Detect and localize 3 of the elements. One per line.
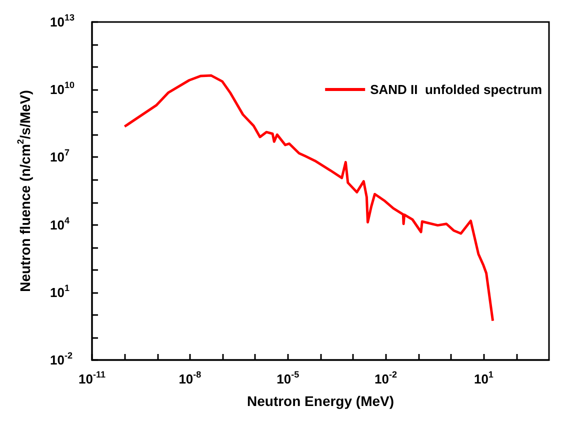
x-axis-title: Neutron Energy (MeV)	[246, 393, 394, 409]
legend-label: SAND II unfolded spectrum	[370, 82, 542, 97]
y-axis-title: Neutron fluence (n/cm2/s/MeV)	[16, 90, 33, 292]
